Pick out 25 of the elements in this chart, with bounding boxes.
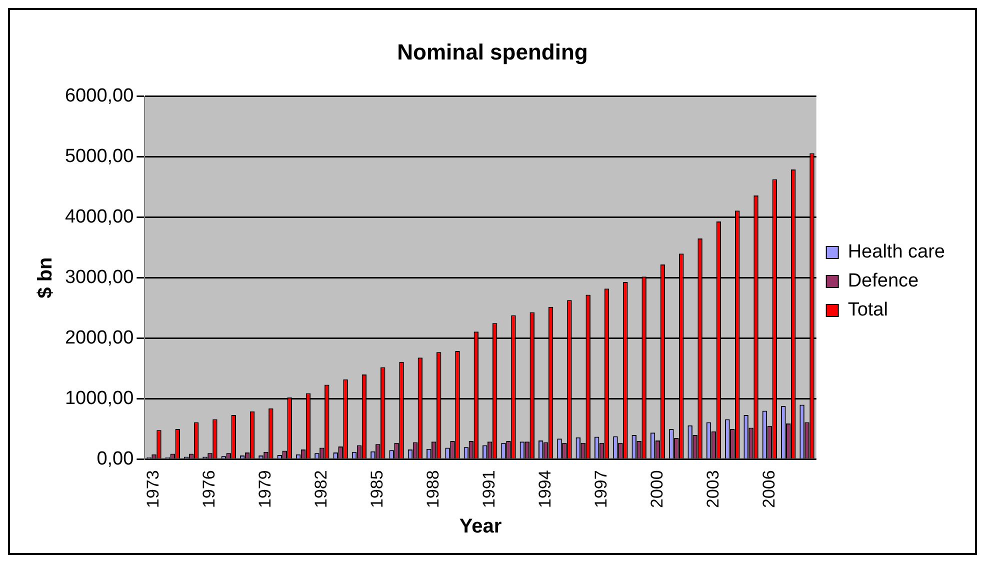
x-tick-label: 1973 <box>144 470 163 508</box>
x-tick-label: 1979 <box>256 470 275 508</box>
y-tick-label: 3000,00 <box>64 267 134 288</box>
x-tick-label: 1985 <box>368 470 387 508</box>
x-tick-label: 1976 <box>200 470 219 508</box>
x-tick-label: 2006 <box>759 470 778 508</box>
x-tick-label: 2000 <box>647 470 666 508</box>
y-tick-label: 4000,00 <box>64 206 134 228</box>
x-tick-label: 1991 <box>480 470 499 508</box>
y-tick-label: 0,00 <box>96 448 134 470</box>
legend-label: Defence <box>848 270 919 292</box>
x-tick-label: 1994 <box>535 470 554 508</box>
x-tick-label: 1988 <box>424 470 443 508</box>
y-tick-label: 1000,00 <box>64 388 134 409</box>
x-tick-label: 1982 <box>312 470 331 508</box>
legend-label: Health care <box>848 242 946 263</box>
y-tick-label: 2000,00 <box>64 327 134 348</box>
x-tick-label: 2003 <box>703 470 722 508</box>
x-axis-title: Year <box>459 516 502 538</box>
chart-title: Nominal spending <box>397 39 588 64</box>
y-axis-title: $ bn <box>34 257 57 298</box>
legend-label: Total <box>848 300 888 321</box>
y-tick-label: 6000,00 <box>64 86 134 107</box>
y-tick-label: 5000,00 <box>64 146 134 168</box>
x-tick-label: 1997 <box>591 470 610 508</box>
